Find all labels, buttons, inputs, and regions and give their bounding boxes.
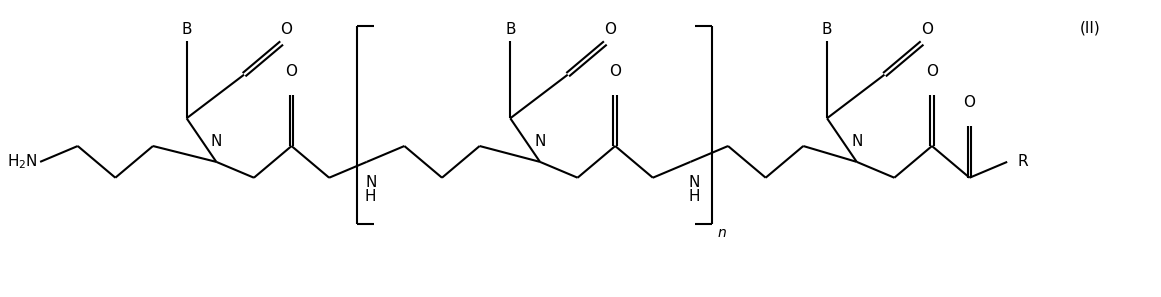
Text: N: N bbox=[851, 134, 863, 149]
Text: O: O bbox=[281, 22, 293, 37]
Text: R: R bbox=[1017, 154, 1027, 169]
Text: n: n bbox=[717, 226, 726, 240]
Text: B: B bbox=[822, 22, 832, 37]
Text: O: O bbox=[286, 64, 297, 79]
Text: N: N bbox=[210, 134, 222, 149]
Text: O: O bbox=[604, 22, 616, 37]
Text: N: N bbox=[688, 175, 700, 190]
Text: O: O bbox=[926, 64, 938, 79]
Text: O: O bbox=[610, 64, 621, 79]
Text: B: B bbox=[505, 22, 515, 37]
Text: O: O bbox=[921, 22, 933, 37]
Text: H$_2$N: H$_2$N bbox=[7, 153, 38, 171]
Text: O: O bbox=[964, 95, 975, 110]
Text: H: H bbox=[365, 189, 376, 204]
Text: B: B bbox=[181, 22, 192, 37]
Text: (II): (II) bbox=[1080, 20, 1101, 35]
Text: N: N bbox=[534, 134, 546, 149]
Text: N: N bbox=[365, 175, 376, 190]
Text: H: H bbox=[688, 189, 700, 204]
